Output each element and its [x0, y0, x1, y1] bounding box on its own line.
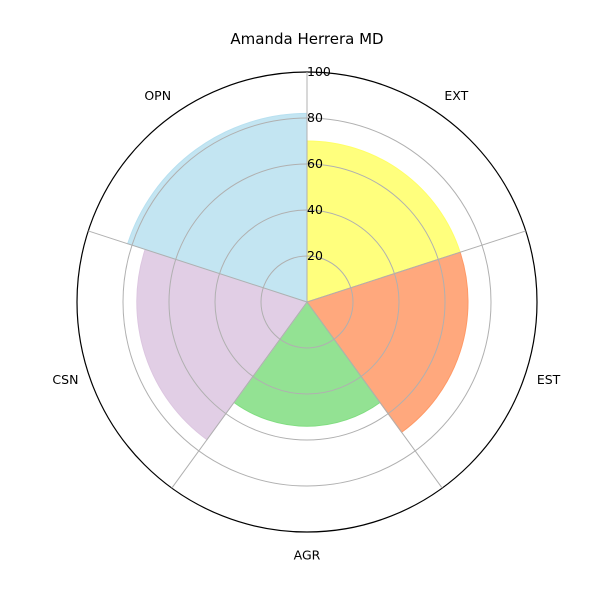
bars-group: [127, 112, 469, 441]
spoke-line: [306, 301, 443, 489]
category-labels-group: EXT EST AGR CSN OPN: [52, 88, 560, 562]
bar-agr: [233, 301, 381, 427]
tick-labels-group: 20 40 60 80 100: [307, 64, 331, 263]
chart-title: Amanda Herrera MD: [230, 30, 383, 48]
spoke-line: [171, 301, 308, 489]
r-tick-label: 80: [307, 110, 323, 125]
r-tick-label: 40: [307, 202, 323, 217]
bar-est: [306, 251, 469, 433]
r-tick-label: 100: [307, 64, 331, 79]
category-label-agr: AGR: [294, 548, 321, 563]
category-label-csn: CSN: [52, 372, 78, 387]
spoke-line: [88, 230, 308, 303]
spoke-line: [306, 230, 526, 303]
bar-csn: [136, 248, 308, 441]
grid-group: [76, 71, 538, 533]
bar-ext: [306, 140, 461, 303]
bar-opn: [127, 112, 308, 303]
category-label-opn: OPN: [144, 88, 171, 103]
category-label-est: EST: [537, 372, 561, 387]
r-tick-label: 60: [307, 156, 323, 171]
category-label-ext: EXT: [444, 88, 468, 103]
r-tick-label: 20: [307, 248, 323, 263]
